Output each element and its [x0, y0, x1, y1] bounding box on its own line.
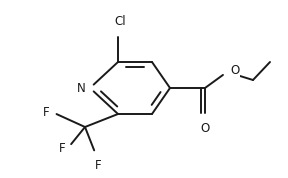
Text: F: F	[58, 142, 65, 155]
Text: F: F	[95, 159, 101, 172]
Text: Cl: Cl	[114, 15, 126, 28]
Text: F: F	[42, 106, 49, 119]
Text: O: O	[200, 122, 210, 135]
Text: N: N	[77, 82, 86, 95]
Text: O: O	[230, 64, 239, 77]
